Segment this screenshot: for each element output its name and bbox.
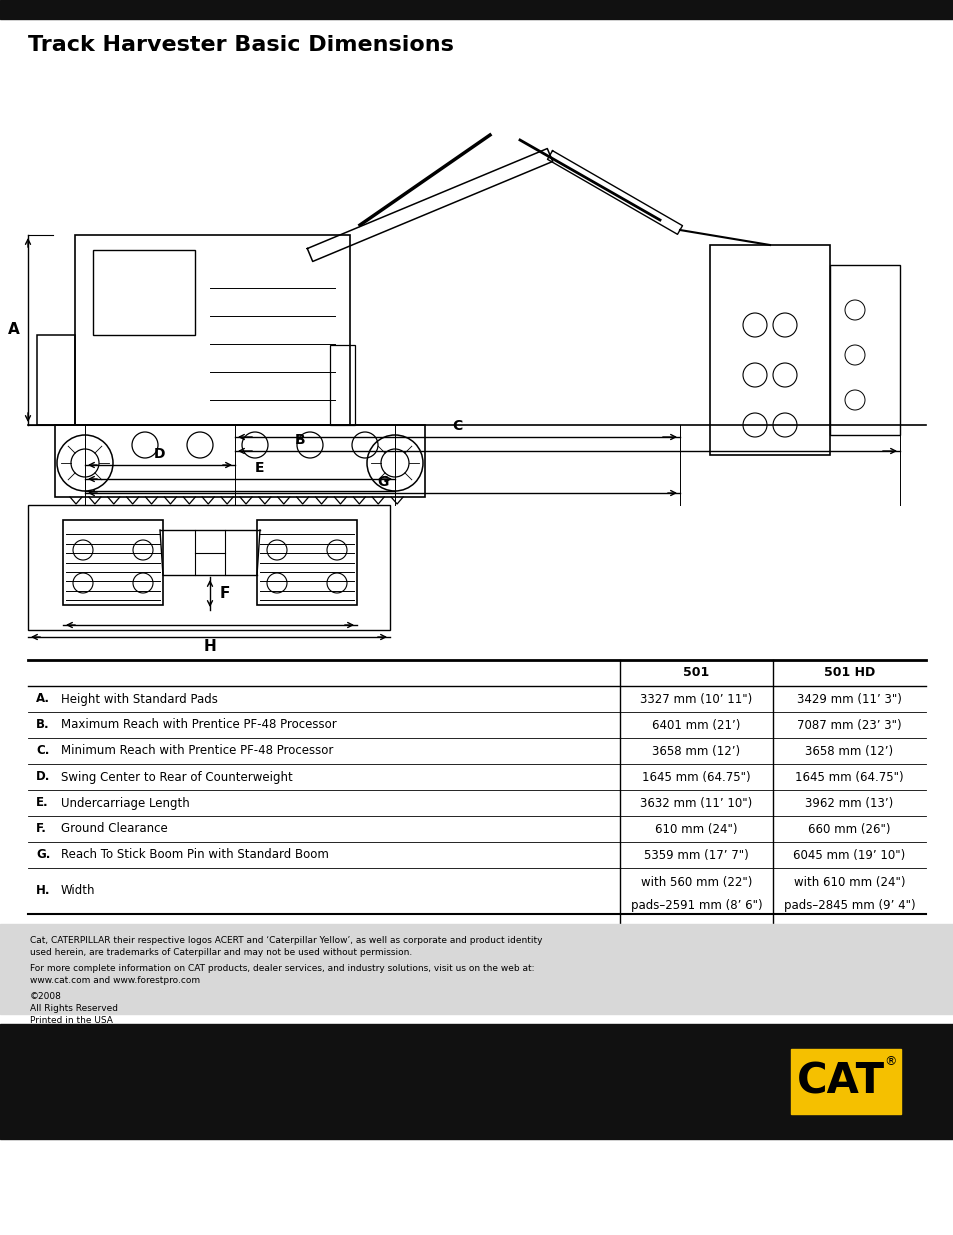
Text: www.cat.com and www.forestpro.com: www.cat.com and www.forestpro.com (30, 976, 200, 986)
Text: Reach To Stick Boom Pin with Standard Boom: Reach To Stick Boom Pin with Standard Bo… (61, 848, 329, 862)
Text: Maximum Reach with Prentice PF-48 Processor: Maximum Reach with Prentice PF-48 Proces… (61, 719, 336, 731)
Text: 3658 mm (12’): 3658 mm (12’) (652, 745, 740, 757)
Text: B.: B. (36, 719, 50, 731)
Bar (330, 345, 355, 425)
Text: E.: E. (36, 797, 49, 809)
Bar (75, 235, 350, 425)
Text: 3429 mm (11’ 3"): 3429 mm (11’ 3") (796, 693, 901, 705)
Bar (55, 425, 424, 496)
Text: A.: A. (36, 693, 50, 705)
Text: CAT: CAT (796, 1061, 883, 1103)
Text: Width: Width (61, 884, 95, 898)
Text: 660 mm (26"): 660 mm (26") (807, 823, 890, 836)
Text: F.: F. (36, 823, 47, 836)
Text: pads–2845 mm (9’ 4"): pads–2845 mm (9’ 4") (782, 899, 914, 913)
Text: 1645 mm (64.75"): 1645 mm (64.75") (795, 771, 902, 783)
Text: with 610 mm (24"): with 610 mm (24") (793, 877, 904, 889)
Text: Minimum Reach with Prentice PF-48 Processor: Minimum Reach with Prentice PF-48 Proces… (61, 745, 333, 757)
Text: 501: 501 (682, 667, 709, 679)
Bar (829, 266, 899, 435)
Bar (709, 245, 829, 454)
Text: C: C (452, 419, 462, 433)
Text: 3658 mm (12’): 3658 mm (12’) (804, 745, 893, 757)
Text: D.: D. (36, 771, 51, 783)
Bar (0, 924, 953, 1014)
Text: G: G (376, 475, 388, 489)
Text: pads–2591 mm (8’ 6"): pads–2591 mm (8’ 6") (630, 899, 761, 913)
Text: H: H (203, 638, 216, 655)
Text: 6045 mm (19’ 10"): 6045 mm (19’ 10") (793, 848, 904, 862)
Text: 6401 mm (21’): 6401 mm (21’) (652, 719, 740, 731)
Bar (28, 505, 390, 630)
Text: 501 HD: 501 HD (823, 667, 874, 679)
Bar (63, 520, 163, 605)
Text: Ground Clearance: Ground Clearance (61, 823, 168, 836)
Text: 1645 mm (64.75"): 1645 mm (64.75") (641, 771, 750, 783)
Text: B: B (294, 433, 305, 447)
Text: 5359 mm (17’ 7"): 5359 mm (17’ 7") (643, 848, 748, 862)
Bar (92, 249, 194, 335)
Text: F: F (220, 585, 230, 601)
Text: ®: ® (883, 1055, 896, 1068)
Text: Printed in the USA: Printed in the USA (30, 1016, 112, 1025)
Text: Track Harvester Basic Dimensions: Track Harvester Basic Dimensions (28, 35, 454, 56)
Text: A: A (9, 322, 20, 337)
Text: H.: H. (36, 884, 51, 898)
Text: D: D (154, 447, 166, 461)
Bar (256, 520, 356, 605)
Text: Swing Center to Rear of Counterweight: Swing Center to Rear of Counterweight (61, 771, 293, 783)
Text: Height with Standard Pads: Height with Standard Pads (61, 693, 217, 705)
Bar (0, 1024, 953, 1139)
Text: Cat, CATERPILLAR their respective logos ACERT and ‘Caterpillar Yellow’, as well : Cat, CATERPILLAR their respective logos … (30, 936, 542, 945)
Bar (37, 335, 75, 425)
Text: G.: G. (36, 848, 51, 862)
Bar (790, 1049, 900, 1114)
Text: 3327 mm (10’ 11"): 3327 mm (10’ 11") (639, 693, 752, 705)
Text: 3632 mm (11’ 10"): 3632 mm (11’ 10") (639, 797, 752, 809)
Text: with 560 mm (22"): with 560 mm (22") (640, 877, 751, 889)
Text: 610 mm (24"): 610 mm (24") (655, 823, 737, 836)
Text: Undercarriage Length: Undercarriage Length (61, 797, 190, 809)
Text: used herein, are trademarks of Caterpillar and may not be used without permissio: used herein, are trademarks of Caterpill… (30, 948, 412, 957)
Text: All Rights Reserved: All Rights Reserved (30, 1004, 118, 1013)
Text: Order Form # CATHARI01-08): Order Form # CATHARI01-08) (30, 1028, 163, 1037)
Text: additional equipment.  See your Caterpillar dealer for available options.: additional equipment. See your Caterpill… (30, 1056, 356, 1065)
Text: 3962 mm (13’): 3962 mm (13’) (804, 797, 893, 809)
Bar (0, 0, 953, 19)
Text: E: E (255, 461, 265, 475)
Text: Materials and specifications are subject to change without notice.  Featured mac: Materials and specifications are subject… (30, 1044, 524, 1053)
Text: For more complete information on CAT products, dealer services, and industry sol: For more complete information on CAT pro… (30, 965, 534, 973)
Text: ©2008: ©2008 (30, 992, 62, 1002)
Text: 7087 mm (23’ 3"): 7087 mm (23’ 3") (797, 719, 901, 731)
Text: C.: C. (36, 745, 50, 757)
